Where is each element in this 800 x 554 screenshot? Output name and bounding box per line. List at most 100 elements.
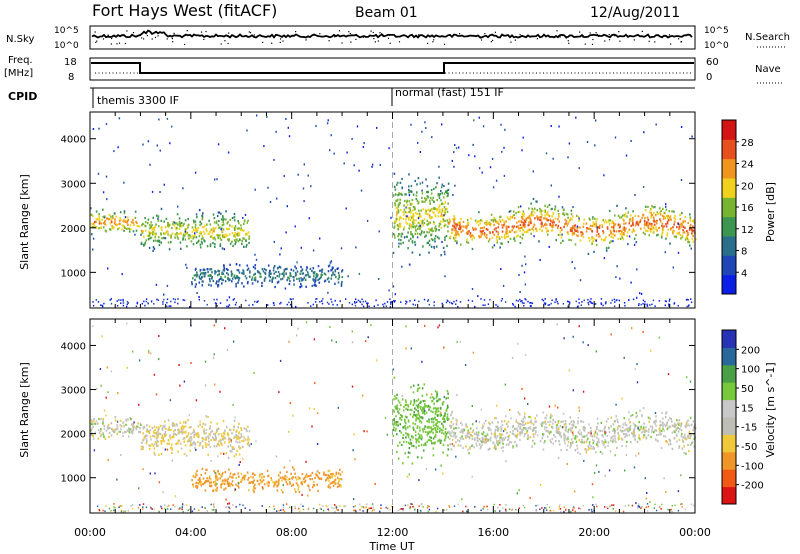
range-gate-cell xyxy=(567,156,569,159)
range-gate-cell xyxy=(441,192,443,195)
range-gate-cell xyxy=(432,239,434,242)
range-gate-cell xyxy=(601,439,603,443)
range-gate-cell xyxy=(440,428,442,431)
range-gate-cell xyxy=(497,226,500,229)
nsky-point xyxy=(334,36,336,38)
range-gate-cell xyxy=(405,193,407,196)
range-gate-cell xyxy=(177,205,179,208)
range-gate-cell xyxy=(430,217,432,220)
range-gate-cell xyxy=(447,230,449,233)
range-gate-cell xyxy=(601,225,604,228)
range-gate-cell xyxy=(238,475,240,478)
range-gate-cell xyxy=(214,434,217,437)
range-gate-cell xyxy=(327,270,330,273)
range-gate-cell xyxy=(412,193,415,196)
range-gate-cell xyxy=(454,184,456,187)
range-gate-cell xyxy=(628,434,630,437)
range-gate-cell xyxy=(241,272,243,275)
range-gate-cell xyxy=(536,434,539,437)
range-gate-cell xyxy=(304,481,306,484)
range-gate-cell xyxy=(667,228,670,231)
range-gate-cell xyxy=(589,447,591,450)
range-gate-cell xyxy=(412,404,415,407)
range-gate-cell xyxy=(648,428,650,431)
range-gate-cell xyxy=(623,232,625,235)
range-gate-cell xyxy=(413,214,415,217)
range-gate-cell xyxy=(569,217,572,220)
range-gate-cell xyxy=(233,473,236,476)
range-gate-cell xyxy=(142,222,144,226)
range-gate-cell xyxy=(673,430,676,433)
range-gate-cell xyxy=(536,414,538,417)
range-gate-cell xyxy=(533,224,536,227)
range-gate-cell xyxy=(185,420,187,423)
range-gate-cell xyxy=(321,271,323,274)
range-gate-cell xyxy=(625,434,627,437)
range-gate-cell xyxy=(185,228,188,231)
range-gate-cell xyxy=(524,225,526,229)
range-gate-cell xyxy=(571,424,574,427)
range-gate-cell xyxy=(614,234,616,237)
range-gate-cell xyxy=(122,302,125,304)
range-gate-cell xyxy=(494,417,496,420)
range-gate-cell xyxy=(474,437,476,440)
range-gate-cell xyxy=(612,429,614,432)
nsky-point xyxy=(387,37,390,39)
range-gate-cell xyxy=(397,444,399,447)
range-gate-cell xyxy=(649,222,651,225)
range-gate-cell xyxy=(501,230,504,233)
range-gate-cell xyxy=(312,303,314,306)
range-gate-cell xyxy=(213,433,215,436)
range-gate-cell xyxy=(500,425,502,428)
power-colorbar-label: Power [dB] xyxy=(764,182,777,242)
range-gate-cell xyxy=(440,213,443,216)
range-gate-cell xyxy=(323,471,325,474)
range-gate-cell xyxy=(225,218,227,221)
range-gate-cell xyxy=(419,224,421,227)
range-gate-cell xyxy=(332,303,334,306)
range-gate-cell xyxy=(236,441,239,444)
range-gate-cell xyxy=(547,229,549,233)
nsky-point xyxy=(484,33,486,35)
range-gate-cell xyxy=(247,267,250,270)
range-gate-cell xyxy=(685,235,688,239)
range-gate-cell xyxy=(626,234,628,238)
range-gate-cell xyxy=(171,451,173,455)
range-gate-cell xyxy=(154,428,156,431)
range-gate-cell xyxy=(638,437,640,440)
range-gate-cell xyxy=(583,299,585,302)
range-gate-cell xyxy=(411,251,414,254)
range-gate-cell xyxy=(490,432,493,435)
range-gate-cell xyxy=(203,430,205,433)
range-gate-cell xyxy=(241,229,243,232)
range-gate-cell xyxy=(528,223,531,226)
range-gate-cell xyxy=(158,244,161,247)
range-gate-cell xyxy=(434,427,436,430)
range-gate-cell xyxy=(225,452,228,455)
range-gate-cell xyxy=(512,215,514,218)
range-gate-cell xyxy=(412,422,414,425)
range-gate-cell xyxy=(480,432,483,435)
range-gate-cell xyxy=(481,427,484,430)
range-gate-cell xyxy=(598,429,600,432)
range-gate-cell xyxy=(398,401,401,404)
range-gate-cell xyxy=(327,470,330,473)
range-gate-cell xyxy=(160,452,163,455)
range-gate-cell xyxy=(449,437,451,441)
range-gate-cell xyxy=(155,437,158,440)
range-gate-cell xyxy=(481,440,483,443)
range-gate-cell xyxy=(198,209,201,212)
range-gate-cell xyxy=(613,428,615,431)
range-gate-cell xyxy=(184,425,187,428)
range-gate-cell xyxy=(647,218,650,221)
range-gate-cell xyxy=(266,469,269,472)
range-gate-cell xyxy=(314,281,316,284)
range-gate-cell xyxy=(604,425,606,428)
range-gate-cell xyxy=(189,444,192,447)
range-gate-cell xyxy=(693,219,695,222)
range-gate-cell xyxy=(361,303,363,306)
range-gate-cell xyxy=(457,305,459,308)
range-gate-cell xyxy=(602,443,605,446)
range-gate-cell xyxy=(336,267,338,270)
range-gate-cell xyxy=(557,226,559,230)
